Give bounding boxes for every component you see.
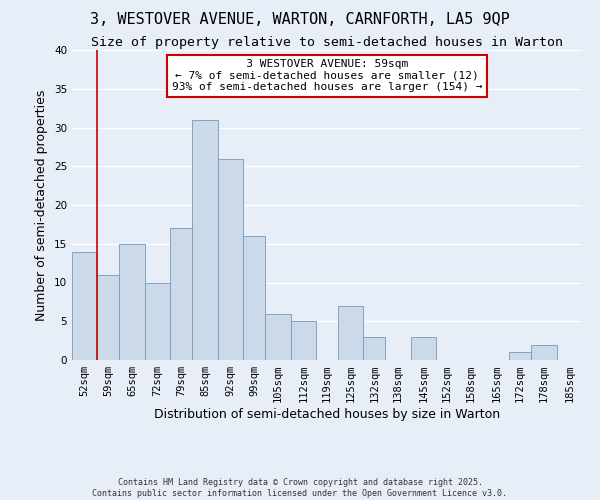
X-axis label: Distribution of semi-detached houses by size in Warton: Distribution of semi-detached houses by …: [154, 408, 500, 421]
Bar: [290, 322, 316, 360]
Bar: [145, 282, 170, 360]
Text: Contains HM Land Registry data © Crown copyright and database right 2025.
Contai: Contains HM Land Registry data © Crown c…: [92, 478, 508, 498]
Bar: [72, 252, 97, 360]
Bar: [509, 352, 531, 360]
Bar: [192, 120, 218, 360]
Text: 3, WESTOVER AVENUE, WARTON, CARNFORTH, LA5 9QP: 3, WESTOVER AVENUE, WARTON, CARNFORTH, L…: [90, 12, 510, 28]
Bar: [411, 337, 436, 360]
Bar: [218, 158, 243, 360]
Y-axis label: Number of semi-detached properties: Number of semi-detached properties: [35, 90, 49, 320]
Bar: [338, 306, 364, 360]
Title: Size of property relative to semi-detached houses in Warton: Size of property relative to semi-detach…: [91, 36, 563, 49]
Bar: [265, 314, 290, 360]
Bar: [531, 344, 557, 360]
Bar: [119, 244, 145, 360]
Text: 3 WESTOVER AVENUE: 59sqm   
← 7% of semi-detached houses are smaller (12)
93% of: 3 WESTOVER AVENUE: 59sqm ← 7% of semi-de…: [172, 60, 482, 92]
Bar: [364, 337, 385, 360]
Bar: [243, 236, 265, 360]
Bar: [170, 228, 192, 360]
Bar: [97, 275, 119, 360]
